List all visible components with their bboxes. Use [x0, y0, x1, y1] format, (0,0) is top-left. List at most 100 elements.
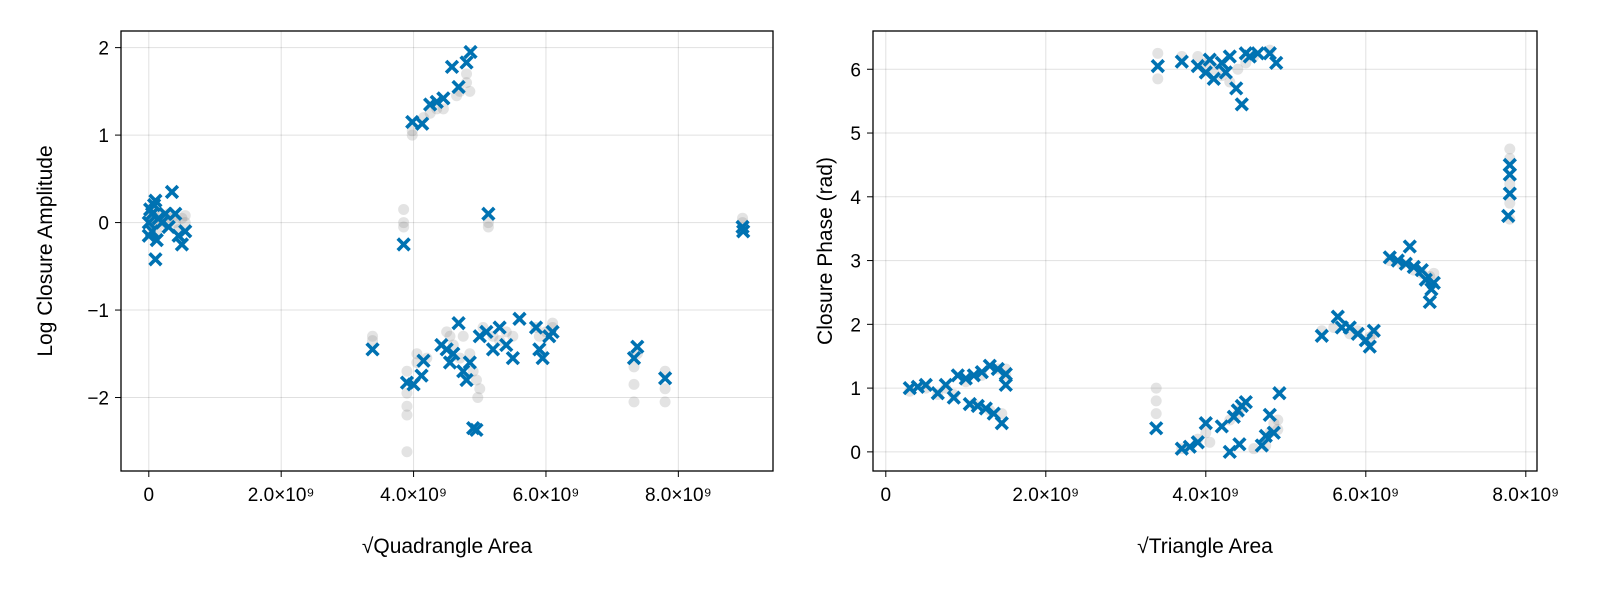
model-point — [406, 125, 418, 137]
data-point — [1414, 262, 1429, 278]
data-point — [1190, 435, 1205, 450]
data-point — [1150, 58, 1165, 74]
model-point — [1200, 427, 1212, 439]
x-tick-label: 0 — [881, 485, 892, 506]
data-point — [545, 324, 560, 340]
data-point — [998, 377, 1013, 393]
data-point — [141, 215, 156, 230]
data-point — [532, 342, 547, 357]
data-point — [1502, 186, 1517, 201]
data-point — [149, 232, 164, 248]
model-point — [472, 392, 484, 404]
data-point — [938, 377, 953, 393]
data-point — [990, 361, 1005, 377]
model-point — [1204, 436, 1216, 448]
data-point — [451, 316, 466, 331]
data-point — [1202, 52, 1217, 67]
x-tick-label: 6.0×10⁹ — [1332, 485, 1399, 506]
model-point — [628, 396, 640, 408]
data-point — [148, 252, 163, 267]
model-point — [737, 212, 749, 224]
closure-phase-panel: √Triangle Area Closure Phase (rad) 0 2.0×… — [814, 30, 1559, 558]
y-axis-label: Closure Phase (rad) — [814, 157, 837, 345]
data-point — [462, 355, 477, 370]
data-point — [626, 351, 642, 366]
data-point — [1501, 208, 1516, 224]
model-point — [1504, 178, 1516, 190]
data-point — [1250, 46, 1265, 61]
data-point — [1422, 294, 1437, 310]
y-tick-label: 2 — [98, 39, 109, 60]
model-point — [444, 330, 456, 342]
model-point — [533, 330, 545, 342]
model-point — [628, 378, 640, 390]
model-point — [457, 330, 469, 342]
axes-frame — [120, 30, 774, 472]
data-point — [1502, 157, 1517, 173]
data-point — [446, 346, 461, 361]
model-point — [1150, 395, 1162, 407]
data-point — [998, 366, 1013, 382]
data-point — [1426, 275, 1441, 291]
model-point — [461, 77, 473, 89]
data-point — [164, 184, 180, 200]
model-point — [482, 217, 494, 229]
closure-amplitude-panel: √Quadrangle Area Log Closure Amplitude 0… — [34, 30, 774, 558]
data-point — [436, 91, 451, 106]
model-point — [406, 129, 418, 141]
x-tick-label: 0 — [144, 485, 155, 506]
data-point — [499, 337, 514, 353]
series-data — [902, 46, 1517, 460]
series-model — [144, 68, 749, 458]
model-point — [367, 335, 379, 347]
axes-frame — [872, 30, 1538, 472]
y-tick-label: −1 — [87, 301, 109, 322]
model-point — [441, 326, 453, 338]
data-point — [535, 351, 550, 366]
model-point — [1192, 51, 1204, 63]
data-point — [442, 355, 458, 370]
data-point — [396, 237, 411, 252]
model-point — [401, 446, 413, 458]
model-point — [464, 85, 476, 97]
model-point — [179, 210, 191, 222]
y-axis-label: Log Closure Amplitude — [34, 145, 57, 356]
data-point — [1218, 65, 1233, 80]
series-data — [141, 44, 751, 438]
x-tick-label: 8.0×10⁹ — [1492, 485, 1559, 506]
x-tick-label: 8.0×10⁹ — [645, 485, 712, 506]
data-point — [528, 320, 544, 335]
y-tick-label: −2 — [87, 389, 109, 410]
data-point — [978, 401, 993, 416]
data-point — [429, 94, 444, 110]
model-point — [1272, 414, 1284, 426]
data-point — [1214, 419, 1229, 434]
data-point — [415, 116, 430, 131]
model-point — [1504, 143, 1516, 155]
y-tick-label: 2 — [850, 315, 861, 336]
model-point — [482, 221, 494, 233]
data-point — [1149, 421, 1164, 436]
model-point — [398, 203, 410, 215]
data-point — [1366, 323, 1381, 338]
model-point — [470, 374, 482, 386]
data-point — [469, 422, 484, 438]
data-point — [1502, 167, 1517, 182]
model-point — [367, 330, 379, 342]
x-tick-label: 6.0×10⁹ — [513, 485, 580, 506]
data-point — [459, 55, 474, 70]
y-tick-label: 3 — [850, 252, 861, 273]
model-point — [474, 383, 486, 395]
data-point — [630, 339, 645, 354]
data-point — [1222, 49, 1237, 64]
data-point — [505, 351, 521, 366]
model-point — [628, 361, 640, 373]
data-point — [158, 206, 173, 221]
model-point — [179, 217, 191, 229]
x-axis-label: √Quadrangle Area — [362, 535, 533, 558]
model-point — [398, 221, 410, 233]
data-point — [1232, 437, 1247, 452]
series-model — [904, 44, 1516, 455]
data-point — [1272, 386, 1287, 401]
